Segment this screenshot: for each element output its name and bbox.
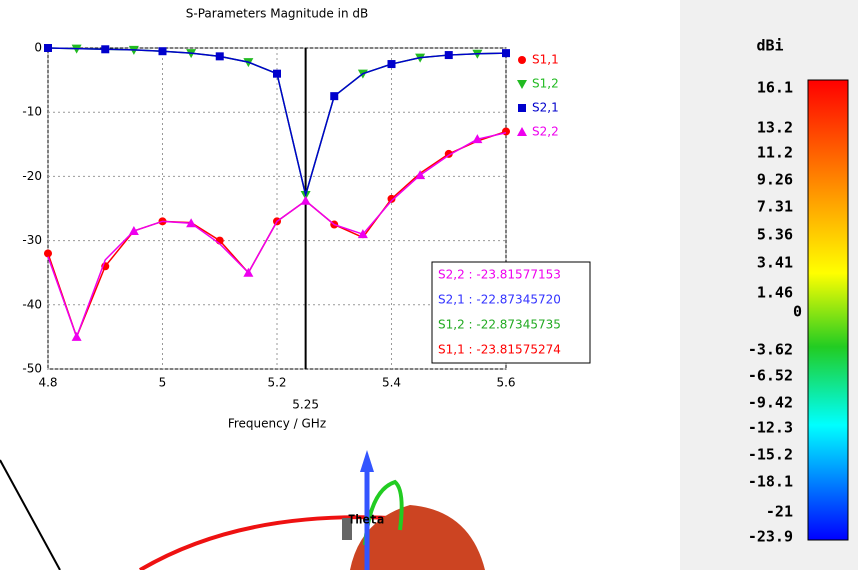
- colorbar-label: -3.62: [748, 341, 793, 359]
- chart-title: S-Parameters Magnitude in dB: [186, 7, 368, 21]
- legend-label: S2,1: [532, 101, 559, 115]
- colorbar-label: -9.42: [748, 394, 793, 412]
- colorbar: [807, 79, 849, 541]
- marker: [517, 80, 527, 89]
- annotation: S2,2 : -23.81577153: [438, 268, 561, 282]
- legend-label: S2,2: [532, 125, 559, 139]
- marker: [517, 127, 527, 136]
- marker: [518, 56, 526, 64]
- colorbar-label: -15.2: [748, 446, 793, 464]
- marker: [273, 69, 281, 78]
- marker: [472, 134, 483, 144]
- y-tick-label: -30: [22, 233, 42, 247]
- annotation: S1,1 : -23.81575274: [438, 343, 561, 357]
- view-3d: Theta: [0, 450, 485, 572]
- marker: [71, 331, 82, 341]
- colorbar-label: -21: [766, 503, 793, 521]
- x-axis-label: Frequency / GHz: [228, 417, 326, 431]
- marker: [387, 60, 396, 69]
- colorbar-label: 1.46: [757, 284, 793, 302]
- marker: [158, 47, 167, 56]
- marker: [387, 194, 396, 203]
- series-line: [47, 132, 507, 340]
- marker: [186, 218, 197, 228]
- marker: [415, 170, 426, 180]
- y-tick-label: -40: [22, 297, 42, 311]
- marker: [128, 225, 139, 235]
- x-tick-label: 5.6: [496, 376, 515, 390]
- annotation: S2,1 : -22.87345720: [438, 293, 561, 307]
- x-tick-label: 5.4: [382, 376, 401, 390]
- colorbar-label: 7.31: [757, 198, 793, 216]
- marker: [44, 249, 52, 258]
- marker: [357, 229, 368, 239]
- colorbar-label: -12.3: [748, 419, 793, 437]
- colorbar-label: 0: [793, 303, 802, 321]
- legend-label: S1,1: [532, 53, 559, 67]
- marker: [243, 267, 254, 277]
- y-tick-label: -50: [22, 362, 42, 376]
- axis-label: Theta: [348, 513, 384, 527]
- colorbar-label: 3.41: [757, 254, 793, 272]
- marker: [44, 44, 52, 52]
- x-tick-label: 5.2: [267, 376, 286, 390]
- colorbar-label: 9.26: [757, 171, 793, 189]
- annotation-box: [431, 261, 591, 364]
- x-tick-label: 4.8: [38, 376, 57, 390]
- cursor-label: 5.25: [292, 398, 319, 412]
- marker: [444, 51, 453, 60]
- y-tick-label: -20: [22, 169, 42, 183]
- colorbar-label: -6.52: [748, 367, 793, 385]
- colorbar-title: dBi: [756, 37, 783, 55]
- colorbar-label: -23.9: [748, 528, 793, 546]
- marker: [330, 92, 339, 101]
- colorbar-label: 13.2: [757, 119, 793, 137]
- marker: [101, 45, 110, 54]
- marker: [518, 104, 526, 112]
- annotation: S1,2 : -22.87345735: [438, 318, 561, 332]
- marker: [300, 195, 311, 205]
- colorbar-label: 16.1: [757, 79, 793, 97]
- colorbar-label: 11.2: [757, 144, 793, 162]
- marker: [215, 52, 224, 61]
- legend-label: S1,2: [532, 77, 559, 91]
- marker: [502, 127, 510, 136]
- colorbar-label: -18.1: [748, 473, 793, 491]
- colorbar-label: 5.36: [757, 226, 793, 244]
- x-tick-label: 5: [159, 376, 167, 390]
- y-tick-label: -10: [22, 105, 42, 119]
- y-tick-label: 0: [34, 41, 42, 55]
- marker: [502, 49, 510, 58]
